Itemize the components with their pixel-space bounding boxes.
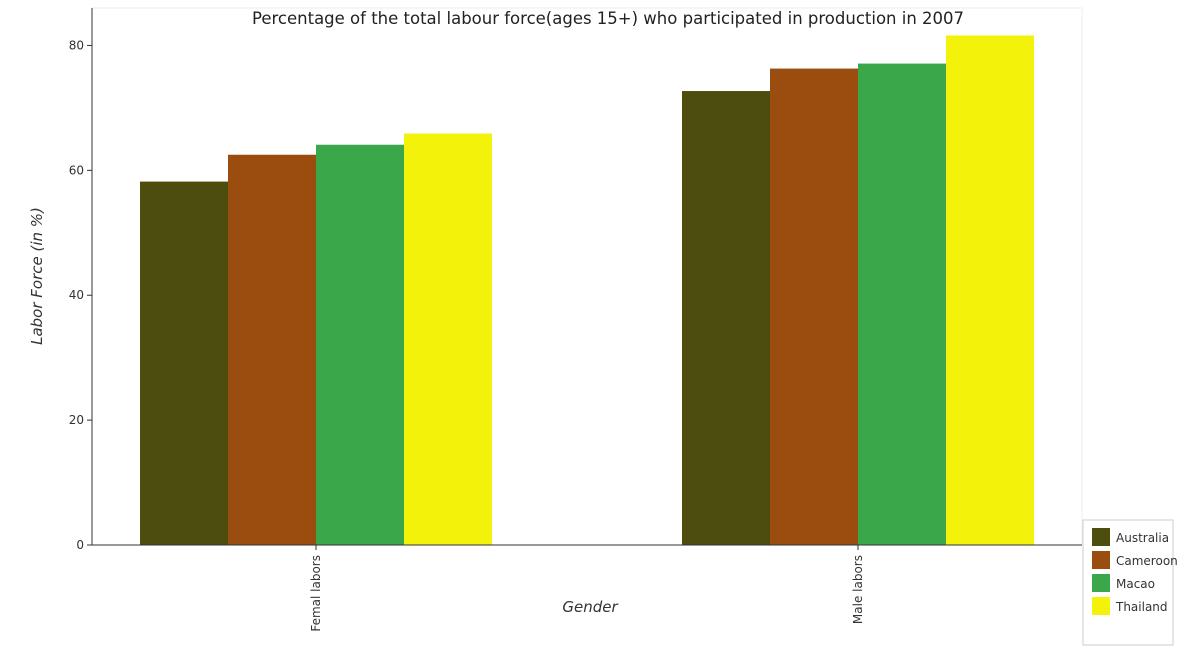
legend-label-australia: Australia xyxy=(1116,531,1169,545)
y-axis-label: Labor Force (in %) xyxy=(28,207,46,345)
x-ticks-group: Femal labors Male labors xyxy=(309,545,865,632)
legend-swatch-cameroon xyxy=(1092,551,1110,569)
bar-cameroon-female xyxy=(228,154,316,545)
bar-cameroon-male xyxy=(770,68,858,545)
chart-title: Percentage of the total labour force(age… xyxy=(252,9,964,28)
x-axis-label: Gender xyxy=(562,598,618,616)
legend-box xyxy=(1082,519,1174,646)
legend-label-macao: Macao xyxy=(1116,577,1155,591)
x-tick-label: Femal labors xyxy=(309,555,323,632)
bar-australia-female xyxy=(140,181,228,545)
y-tick-label: 0 xyxy=(76,538,84,552)
legend-label-cameroon: Cameroon xyxy=(1116,554,1177,568)
bar-macao-female xyxy=(316,144,404,545)
y-tick-label: 80 xyxy=(69,38,84,52)
legend-swatch-macao xyxy=(1092,574,1110,592)
y-ticks-group: 0 20 40 60 80 xyxy=(69,38,92,552)
legend-swatch-thailand xyxy=(1092,597,1110,615)
bar-australia-male xyxy=(682,91,770,546)
y-tick-label: 40 xyxy=(69,288,84,302)
legend-swatch-australia xyxy=(1092,528,1110,546)
bar-thailand-male xyxy=(946,35,1034,545)
x-tick-label: Male labors xyxy=(851,555,865,624)
bar-macao-male xyxy=(858,63,946,546)
y-tick-label: 60 xyxy=(69,163,84,177)
bar-thailand-female xyxy=(404,133,492,546)
y-tick-label: 20 xyxy=(69,413,84,427)
legend: Australia Cameroon Macao Thailand xyxy=(1082,519,1177,646)
bars-group xyxy=(140,35,1034,546)
legend-label-thailand: Thailand xyxy=(1115,600,1168,614)
